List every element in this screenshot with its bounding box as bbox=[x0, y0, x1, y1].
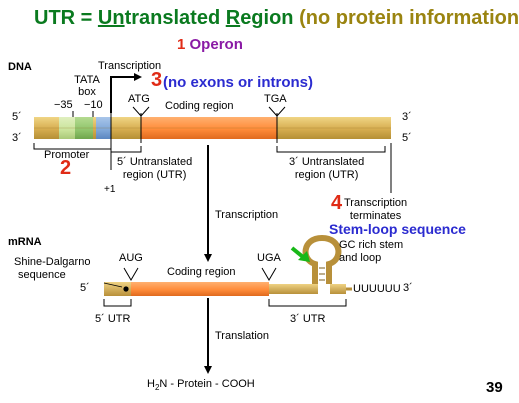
green-arrow-icon bbox=[290, 246, 310, 262]
atg-label: ATG bbox=[128, 93, 150, 105]
mrna-utr5-label: 5´ UTR bbox=[95, 313, 131, 325]
mrna-coding-region-label: Coding region bbox=[167, 266, 236, 278]
mrna-utr3-bracket bbox=[268, 299, 347, 307]
protein-sub: 2 bbox=[154, 383, 160, 393]
dna-label: DNA bbox=[8, 61, 32, 73]
shine-line1: Shine-Dalgarno bbox=[14, 256, 91, 268]
mrna-5prime: 5´ bbox=[80, 282, 90, 294]
protein-prefix: H bbox=[147, 378, 155, 390]
title-ranslated: ranslated bbox=[131, 7, 226, 29]
step2-number: 2 bbox=[60, 157, 72, 179]
tata-line1: TATA bbox=[74, 74, 100, 86]
transcription-start-label: Transcription bbox=[98, 60, 162, 72]
title-un: Un bbox=[97, 7, 125, 29]
step3-text: (no exons or introns) bbox=[163, 74, 313, 91]
plus1-label: +1 bbox=[104, 184, 116, 195]
dna-top-3prime: 3´ bbox=[402, 111, 412, 123]
shine-dalgarno-dot bbox=[123, 286, 129, 292]
tata-line2: box bbox=[78, 86, 96, 98]
dna-bottom-5prime: 5´ bbox=[402, 132, 412, 144]
step1-text: Operon bbox=[189, 36, 243, 53]
stem-loop-label: Stem-loop sequence bbox=[329, 221, 466, 237]
dna-coding-region-label: Coding region bbox=[165, 100, 234, 112]
step1-label: 1 Operon bbox=[177, 37, 243, 52]
uga-label: UGA bbox=[257, 252, 281, 264]
mrna-utr3-label: 3´ UTR bbox=[290, 313, 326, 325]
dna-bar bbox=[34, 106, 391, 143]
mrna-utr5-bracket bbox=[103, 299, 132, 307]
step1-number: 1 bbox=[177, 36, 186, 53]
gc-line2: and loop bbox=[339, 252, 382, 264]
utr3-bracket bbox=[276, 146, 386, 153]
title-t: t bbox=[124, 7, 132, 29]
tga-label: TGA bbox=[264, 93, 287, 105]
utr5-label: 5´ Untranslated region (UTR) bbox=[117, 156, 192, 182]
title-utr-eq: UTR = bbox=[34, 7, 98, 29]
mrna-bar bbox=[92, 234, 352, 307]
mrna-utr5 bbox=[104, 282, 131, 296]
minus35-label: −35 bbox=[54, 99, 73, 111]
gc-rich-label: GC rich stem and loop bbox=[339, 239, 403, 265]
utr5-line1: 5´ Untranslated bbox=[117, 156, 193, 168]
shine-dalgarno-label: Shine-Dalgarno sequence bbox=[14, 256, 90, 282]
termination-line1: Transcription bbox=[344, 197, 408, 209]
transcription-step-label: Transcription bbox=[215, 209, 279, 221]
dna-top-5prime: 5´ bbox=[12, 111, 22, 123]
utr3-line2: region (UTR) bbox=[294, 169, 359, 181]
page-number: 39 bbox=[486, 379, 503, 396]
transcription-start-arrow bbox=[110, 73, 142, 113]
tata-box-label: TATA box bbox=[68, 74, 106, 98]
dna-bottom-3prime: 3´ bbox=[12, 132, 22, 144]
termination-label: Transcription terminates bbox=[344, 197, 407, 223]
title-no-protein: (no protein information) bbox=[293, 7, 519, 29]
step4-number: 4 bbox=[331, 192, 343, 214]
promoter-label: Promoter bbox=[44, 149, 90, 161]
mrna-utr3-right bbox=[330, 284, 346, 294]
protein-suffix: N - Protein - COOH bbox=[159, 378, 255, 390]
slide-title: UTR = Untranslated Region (no protein in… bbox=[34, 8, 519, 28]
utr5-bracket bbox=[110, 146, 142, 153]
mrna-3prime: 3´ bbox=[403, 282, 413, 294]
termination-line2: terminates bbox=[349, 210, 402, 222]
translation-step-label: Translation bbox=[215, 330, 270, 342]
polyu-label: UUUUUU bbox=[353, 283, 401, 295]
mrna-label: mRNA bbox=[8, 236, 42, 248]
aug-label: AUG bbox=[119, 252, 143, 264]
step3-number: 3 bbox=[151, 69, 163, 91]
gc-line1: GC rich stem bbox=[339, 239, 404, 251]
minus10-label: −10 bbox=[84, 99, 103, 111]
title-egion: egion bbox=[240, 7, 294, 29]
mrna-utr3-left bbox=[269, 284, 318, 294]
mrna-coding bbox=[131, 282, 269, 296]
protein-label: H2N - Protein - COOH bbox=[147, 379, 255, 392]
utr3-line1: 3´ Untranslated bbox=[289, 156, 365, 168]
stem-loop bbox=[302, 234, 342, 284]
shine-line2: sequence bbox=[18, 269, 66, 281]
title-r: R bbox=[225, 7, 241, 29]
utr5-line2: region (UTR) bbox=[122, 169, 187, 181]
utr3-label: 3´ Untranslated region (UTR) bbox=[289, 156, 364, 182]
